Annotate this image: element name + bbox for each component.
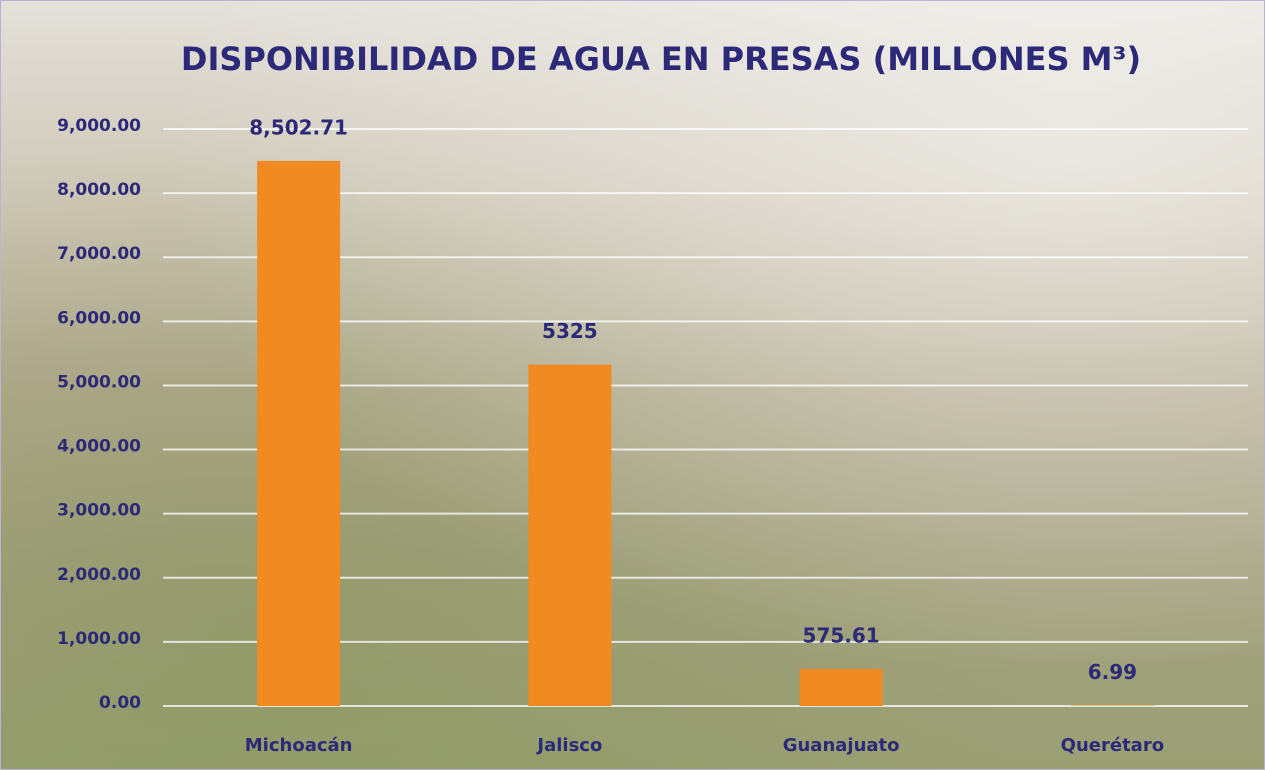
x-tick-label: Michoacán [245, 735, 353, 756]
bar [528, 364, 612, 706]
x-tick-label: Jalisco [535, 735, 602, 756]
value-label: 6.99 [1088, 660, 1137, 684]
y-tick-label: 7,000.00 [57, 244, 141, 264]
y-tick-label: 8,000.00 [57, 180, 141, 200]
y-tick-label: 1,000.00 [57, 629, 141, 649]
value-label: 5325 [542, 319, 598, 343]
y-tick-label: 6,000.00 [57, 308, 141, 328]
chart-title: DISPONIBILIDAD DE AGUA EN PRESAS (MILLON… [181, 40, 1141, 78]
y-tick-label: 2,000.00 [57, 565, 141, 585]
value-label: 575.61 [803, 624, 880, 648]
bar [799, 669, 883, 706]
x-tick-label: Guanajuato [783, 735, 900, 756]
y-tick-label: 5,000.00 [57, 372, 141, 392]
y-tick-label: 4,000.00 [57, 437, 141, 457]
bar [257, 160, 341, 706]
y-tick-label: 0.00 [99, 693, 141, 713]
y-tick-label: 9,000.00 [57, 116, 141, 136]
y-tick-label: 3,000.00 [57, 501, 141, 521]
x-tick-label: Querétaro [1061, 735, 1164, 756]
value-label: 8,502.71 [249, 115, 348, 139]
